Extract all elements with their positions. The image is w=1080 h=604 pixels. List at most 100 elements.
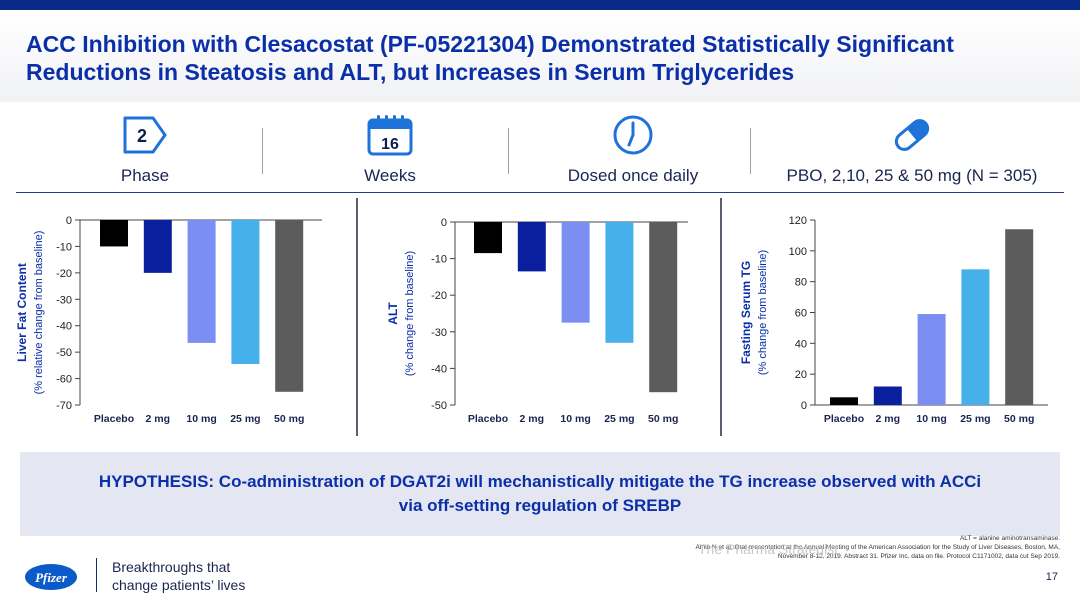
x-category-label: Placebo — [468, 413, 508, 425]
x-category-label: 2 mg — [520, 413, 545, 425]
tagline-line-1: Breakthroughs that — [112, 559, 231, 575]
hypothesis-line-1: HYPOTHESIS: Co-administration of DGAT2i … — [98, 472, 982, 491]
page-number: 17 — [1045, 571, 1058, 583]
stat-divider — [508, 128, 509, 174]
y-axis-subtitle: (% change from baseline) — [404, 251, 416, 376]
y-axis-title: ALT — [386, 302, 400, 325]
y-axis-subtitle: (% relative change from baseline) — [33, 231, 45, 395]
bar-25-mg — [231, 220, 260, 365]
bar-25-mg — [605, 222, 634, 343]
stat-doses-label: PBO, 2,10, 25 & 50 mg (N = 305) — [786, 166, 1038, 185]
stat-divider — [262, 128, 263, 174]
y-tick-label: 0 — [66, 215, 72, 227]
stat-phase: 2 Phase — [70, 112, 220, 192]
stats-underline — [16, 192, 1064, 193]
x-category-label: 10 mg — [560, 413, 590, 425]
hypothesis-box: HYPOTHESIS: Co-administration of DGAT2i … — [20, 452, 1060, 536]
stat-phase-value: 2 — [137, 126, 147, 146]
title-line-2: Reductions in Steatosis and ALT, but Inc… — [26, 59, 795, 85]
y-tick-label: -10 — [56, 241, 72, 253]
bar-50-mg — [649, 222, 678, 393]
y-tick-label: -20 — [431, 290, 447, 302]
x-category-label: 10 mg — [916, 413, 946, 425]
bar-10-mg — [917, 314, 946, 405]
y-tick-label: 60 — [795, 308, 807, 320]
stat-dosing-label: Dosed once daily — [567, 166, 699, 185]
stat-phase-label: Phase — [120, 166, 170, 185]
liver-fat-chart: 0 -10 -20 -30 -40 -50 -60 -70 Placebo 2 mg 10 mg 25… — [15, 215, 322, 425]
x-category-label: 25 mg — [230, 413, 260, 425]
y-axis-subtitle: (% change from baseline) — [757, 250, 769, 375]
calendar-icon: 16 — [367, 115, 413, 156]
footnote-line-3: November 8-12, 2019. Abstract 31. Pfizer… — [777, 553, 1060, 560]
y-tick-label: 120 — [789, 215, 807, 227]
hypothesis-line-2: via off-setting regulation of SREBP — [398, 496, 682, 515]
chevron-tag-icon: 2 — [123, 116, 167, 154]
footnote: ALT = alanine aminotransaminase. Amin N … — [640, 534, 1060, 561]
x-category-label: Placebo — [94, 413, 134, 425]
pfizer-logo: Pfizer — [25, 564, 77, 590]
footnote-line-2: Amin N et al. Oral presentation at the A… — [695, 544, 1060, 551]
x-category-label: 2 mg — [146, 413, 171, 425]
footnote-line-1: ALT = alanine aminotransaminase. — [959, 535, 1060, 542]
tagline-line-2: change patients’ lives — [112, 577, 246, 593]
bar-2-mg — [873, 386, 902, 405]
bar-placebo — [100, 220, 128, 247]
x-category-label: 2 mg — [876, 413, 901, 425]
x-category-label: 50 mg — [648, 413, 678, 425]
y-tick-label: 0 — [441, 217, 447, 229]
bar-10-mg — [561, 222, 590, 323]
x-category-label: 25 mg — [960, 413, 990, 425]
y-tick-label: 20 — [795, 369, 807, 381]
y-tick-label: -20 — [56, 268, 72, 280]
stat-weeks-label: Weeks — [364, 166, 416, 185]
chart-divider — [720, 198, 722, 436]
header-background — [0, 10, 1080, 102]
y-tick-label: 80 — [795, 277, 807, 289]
bar-50-mg — [275, 220, 304, 392]
y-tick-label: -30 — [56, 294, 72, 306]
y-tick-label: -60 — [56, 374, 72, 386]
y-tick-label: -40 — [431, 363, 447, 375]
y-tick-label: 0 — [801, 400, 807, 412]
alt-chart: 0 -10 -20 -30 -40 -50 Placebo 2 mg 10 mg 25 mg 50 … — [386, 217, 688, 425]
logo-text: Pfizer — [35, 570, 68, 585]
x-category-label: 25 mg — [604, 413, 634, 425]
clock-icon — [613, 115, 653, 155]
top-accent-bar — [0, 0, 1080, 10]
pill-icon — [894, 119, 930, 151]
y-tick-label: -70 — [56, 400, 72, 412]
y-tick-label: 40 — [795, 338, 807, 350]
chart-divider — [356, 198, 358, 436]
y-tick-label: -50 — [431, 400, 447, 412]
stat-divider — [750, 128, 751, 174]
y-tick-label: -30 — [431, 327, 447, 339]
tg-chart: 0 20 40 60 80 100 120 Placebo 2 mg 10 mg 25 mg 50 m… — [739, 215, 1048, 425]
stat-dosing: Dosed once daily — [548, 112, 718, 192]
slide-title: ACC Inhibition with Clesacostat (PF-0522… — [26, 30, 1056, 86]
y-tick-label: -50 — [56, 347, 72, 359]
x-category-label: 50 mg — [1004, 413, 1034, 425]
bar-25-mg — [961, 269, 990, 405]
y-axis-title: Fasting Serum TG — [739, 261, 753, 364]
bar-placebo — [830, 397, 858, 405]
x-category-label: Placebo — [824, 413, 864, 425]
footer-tagline: Breakthroughs that change patients’ live… — [112, 558, 245, 594]
bar-2-mg — [143, 220, 172, 273]
stat-weeks: 16 Weeks — [315, 112, 465, 192]
y-axis-title: Liver Fat Content — [15, 263, 29, 362]
stat-doses: PBO, 2,10, 25 & 50 mg (N = 305) — [762, 112, 1062, 192]
y-tick-label: -10 — [431, 254, 447, 266]
bar-2-mg — [517, 222, 546, 272]
x-category-label: 50 mg — [274, 413, 304, 425]
watermark: The Pharma Strategist — [698, 541, 839, 557]
stat-weeks-value: 16 — [381, 136, 399, 153]
x-category-label: 10 mg — [186, 413, 216, 425]
title-line-1: ACC Inhibition with Clesacostat (PF-0522… — [26, 31, 954, 57]
y-tick-label: -40 — [56, 321, 72, 333]
bar-10-mg — [187, 220, 216, 343]
bar-placebo — [474, 222, 502, 254]
bar-50-mg — [1005, 229, 1034, 405]
hypothesis-text: HYPOTHESIS: Co-administration of DGAT2i … — [20, 470, 1060, 518]
y-tick-label: 100 — [789, 246, 807, 258]
